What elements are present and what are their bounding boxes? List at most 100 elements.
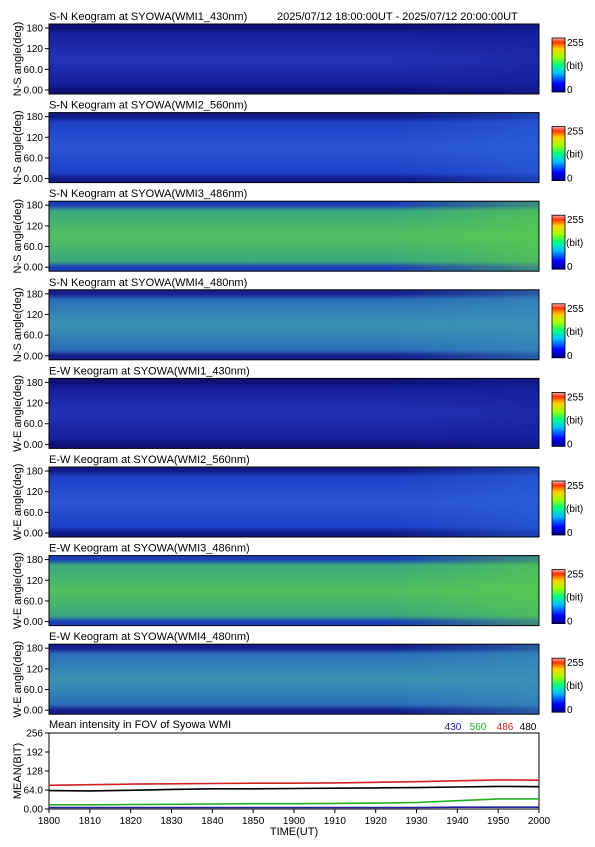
keogram-ytick-label: 0.00 (24, 529, 44, 540)
keogram-ytick-label: 0.00 (24, 351, 44, 362)
keogram-title: E-W Keogram at SYOWA(WMI2_560nm) (49, 454, 250, 466)
colorbar-min-label: 0 (567, 528, 573, 539)
keogram-panel: S-N Keogram at SYOWA(WMI3_486nm)18012060… (12, 188, 584, 274)
chart-xtick-label: 1820 (120, 816, 143, 827)
colorbar-min-label: 0 (567, 705, 573, 716)
colorbar-min-label: 0 (567, 351, 573, 362)
keogram-ytick-label: 120 (26, 576, 43, 587)
keogram-ytick-label: 60.0 (24, 153, 44, 164)
keogram-panels: S-N Keogram at SYOWA(WMI1_430nm) 180 120 60… (12, 11, 584, 718)
keogram-title: E-W Keogram at SYOWA(WMI3_486nm) (49, 543, 250, 555)
keogram-ytick-label: 0.00 (24, 263, 44, 274)
keogram-ytick-label: 180 (26, 644, 43, 655)
keogram-panel: S-N Keogram at SYOWA(WMI1_430nm)18012060… (12, 11, 584, 97)
colorbar-unit-label: (bit) (566, 150, 583, 161)
chart-ytick-label: 128 (26, 767, 43, 778)
chart-xtick-label: 1950 (487, 816, 510, 827)
keogram-ytick-label: 120 (26, 221, 43, 232)
chart-xtick-label: 1910 (324, 816, 347, 827)
colorbar-max-label: 255 (567, 215, 584, 226)
keogram-panel: E-W Keogram at SYOWA(WMI2_560nm) 180 120 60… (12, 454, 584, 540)
colorbar-max-label: 255 (567, 127, 584, 138)
colorbar (552, 570, 565, 624)
chart-xtick-label: 1850 (242, 816, 265, 827)
keogram-ytick-label: 60.0 (24, 596, 44, 607)
chart-title: Mean intensity in FOV of Syowa WMI (49, 719, 231, 731)
keogram-title: S-N Keogram at SYOWA(WMI4_480nm) (49, 277, 247, 289)
keogram-ytick-label: 60.0 (24, 331, 44, 342)
keogram-ytick-label: 180 (26, 24, 43, 35)
legend-486: 486 (497, 722, 514, 733)
keogram-ytick-label: 60.0 (24, 419, 44, 430)
chart-xtick-label: 1830 (160, 816, 183, 827)
keogram-panel: E-W Keogram at SYOWA(WMI4_480nm) 180 120 60… (12, 631, 584, 717)
keogram-ytick-label: 0.00 (24, 617, 44, 628)
keogram-ytick-label: 120 (26, 487, 43, 498)
colorbar-unit-label: (bit) (566, 593, 583, 604)
colorbar (552, 215, 565, 269)
colorbar (552, 658, 565, 712)
chart-frame (49, 733, 539, 809)
keogram-ylabel: W-E angle(deg) (12, 375, 24, 452)
keogram-ytick-label: 120 (26, 310, 43, 321)
colorbar-unit-label: (bit) (566, 415, 583, 426)
keogram-ytick-label: 120 (26, 44, 43, 55)
colorbar-unit-label: (bit) (566, 327, 583, 338)
legend-480: 480 (520, 722, 537, 733)
chart-xtick-label: 1920 (365, 816, 388, 827)
keogram-ylabel: W-E angle(deg) (12, 641, 24, 718)
keogram-ytick-label: 180 (26, 378, 43, 389)
colorbar-unit-label: (bit) (566, 238, 583, 249)
keogram-ylabel: N-S angle(deg) (12, 199, 24, 274)
keogram-ylabel: N-S angle(deg) (12, 288, 24, 363)
colorbar-unit-label: (bit) (566, 504, 583, 515)
colorbar-max-label: 255 (567, 570, 584, 581)
keogram-ytick-label: 180 (26, 112, 43, 123)
chart-ytick-label: 64.0 (24, 786, 44, 797)
colorbar-max-label: 255 (567, 38, 584, 49)
keogram-title: S-N Keogram at SYOWA(WMI1_430nm) (49, 11, 247, 23)
legend-560: 560 (470, 722, 487, 733)
keogram-panel: E-W Keogram at SYOWA(WMI1_430nm)18012060… (12, 365, 584, 451)
colorbar-min-label: 0 (567, 439, 573, 450)
keogram-late-shading (49, 644, 539, 714)
chart-ytick-label: 256 (26, 729, 43, 740)
keogram-title: S-N Keogram at SYOWA(WMI3_486nm) (49, 188, 247, 200)
keogram-ytick-label: 0.00 (24, 86, 44, 97)
colorbar-max-label: 255 (567, 392, 584, 403)
chart-xtick-label: 1840 (201, 816, 224, 827)
colorbar-unit-label: (bit) (566, 681, 583, 692)
keogram-panel: S-N Keogram at SYOWA(WMI2_560nm)18012060… (12, 100, 584, 186)
keogram-late-shading (49, 378, 539, 448)
keogram-ytick-label: 60.0 (24, 685, 44, 696)
keogram-late-shading (49, 113, 539, 183)
colorbar (552, 127, 565, 181)
chart-xtick-label: 1800 (38, 816, 61, 827)
keogram-ylabel: N-S angle(deg) (12, 110, 24, 185)
keogram-ytick-label: 180 (26, 555, 43, 566)
keogram-ytick-label: 60.0 (24, 508, 44, 519)
keogram-panel: S-N Keogram at SYOWA(WMI4_480nm)18012060… (12, 277, 584, 363)
colorbar-min-label: 0 (567, 85, 573, 96)
chart-ytick-label: 192 (26, 748, 43, 759)
chart-xtick-label: 1940 (446, 816, 469, 827)
keogram-panel: E-W Keogram at SYOWA(WMI3_486nm) 180 120 60… (12, 543, 584, 629)
keogram-ylabel: W-E angle(deg) (12, 464, 24, 541)
keogram-ytick-label: 120 (26, 399, 43, 410)
keogram-ytick-label: 120 (26, 664, 43, 675)
keogram-title: E-W Keogram at SYOWA(WMI4_480nm) (49, 631, 250, 643)
chart-xtick-label: 1810 (79, 816, 102, 827)
keogram-ylabel: W-E angle(deg) (12, 552, 24, 629)
keogram-ylabel: N-S angle(deg) (12, 22, 24, 97)
colorbar-unit-label: (bit) (566, 61, 583, 72)
keogram-ytick-label: 0.00 (24, 706, 44, 717)
keogram-ytick-label: 120 (26, 133, 43, 144)
chart-ytick-label: 0.00 (24, 805, 44, 816)
colorbar-min-label: 0 (567, 262, 573, 273)
colorbar (552, 392, 565, 446)
keogram-ytick-label: 60.0 (24, 242, 44, 253)
keogram-ytick-label: 180 (26, 467, 43, 478)
colorbar-min-label: 0 (567, 174, 573, 185)
